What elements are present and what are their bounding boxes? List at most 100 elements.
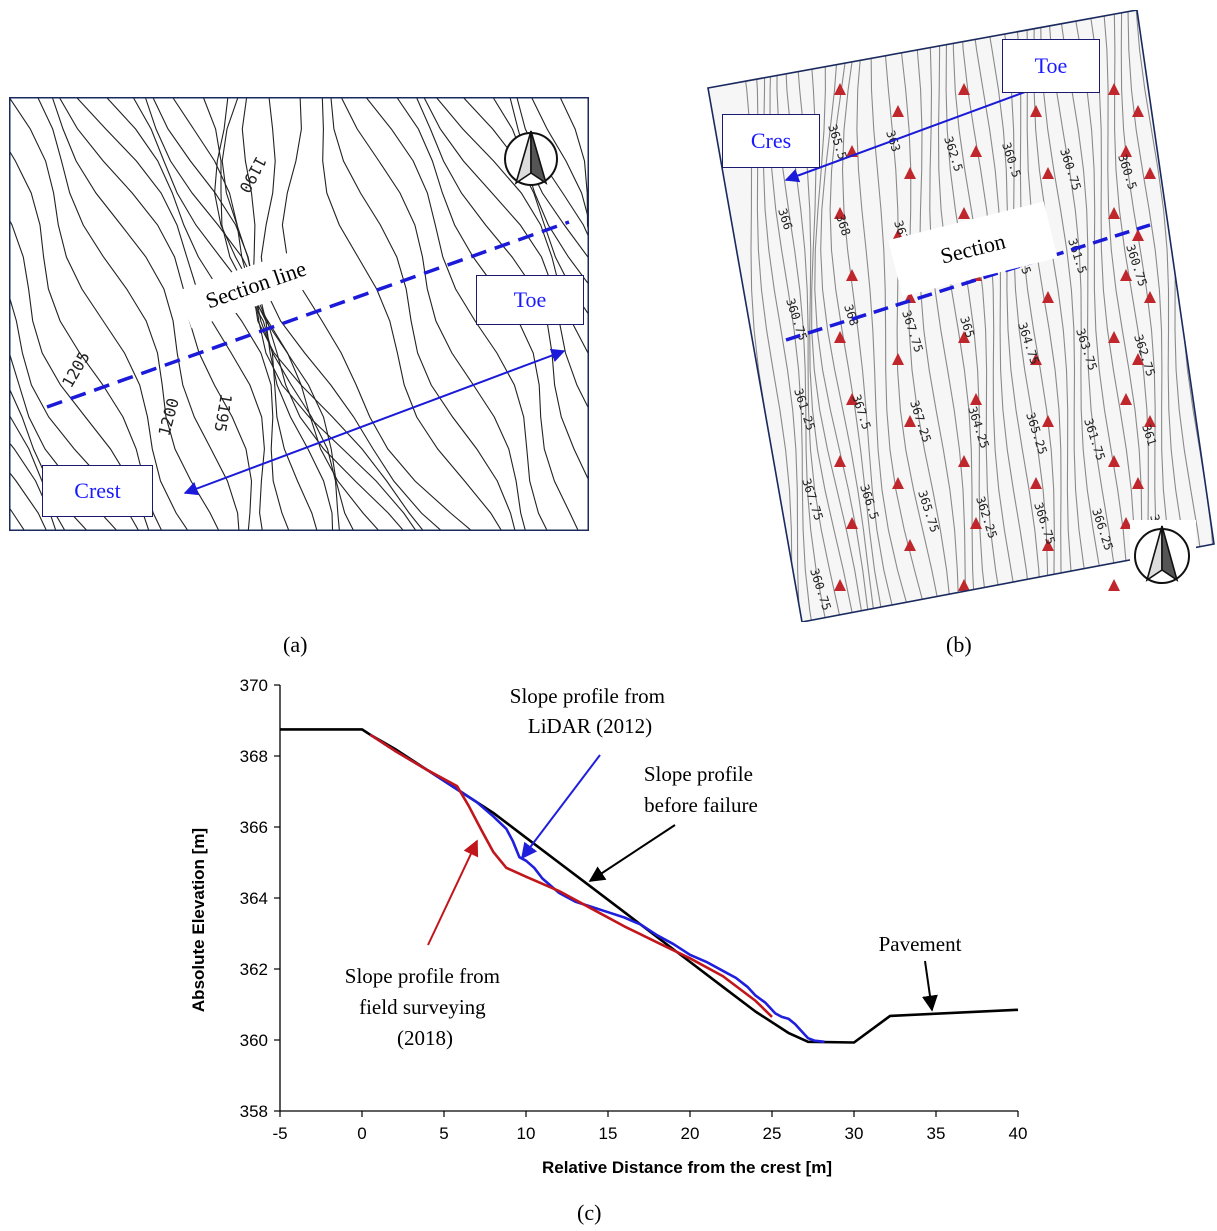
survey-marker [904, 415, 916, 427]
annotation-before-line1: Slope profile [644, 762, 753, 786]
survey-marker [1108, 83, 1120, 95]
survey-marker [1120, 145, 1132, 157]
survey-marker [846, 393, 858, 405]
contour-line [530, 97, 589, 223]
survey-marker [1144, 415, 1156, 427]
panel-c-chart: -5 0 5 10 15 20 25 30 35 40 358 360 362 364 366 368 370 … [170, 665, 1050, 1205]
survey-marker [1120, 517, 1132, 529]
series-line-1 [369, 733, 825, 1044]
annotation-arrow-field-surveying [427, 839, 479, 946]
panel-a-map: 1190 1205 1200 1195 Section line Toe Cre… [9, 97, 589, 531]
panel-a-toe-label: Toe [476, 275, 584, 325]
survey-marker [1108, 207, 1120, 219]
annotation-field-line2: field surveying [359, 995, 486, 1019]
y-tick-label: 362 [240, 960, 268, 979]
x-tick-label: 25 [763, 1124, 782, 1143]
contour-label: 361 [1139, 423, 1159, 448]
y-tick-label: 364 [240, 889, 268, 908]
contour-line [9, 97, 189, 531]
survey-marker [1120, 269, 1132, 281]
survey-marker [970, 517, 982, 529]
contour-line [9, 414, 66, 531]
survey-marker [1120, 393, 1132, 405]
panel-b-section-line [785, 223, 1151, 342]
survey-marker [1108, 331, 1120, 343]
contour-line [1059, 10, 1122, 622]
survey-marker [970, 393, 982, 405]
panel-b-contour-map: 363.5365.5363362.5360.5360.75360.5366368… [707, 9, 1215, 623]
survey-marker [1042, 539, 1054, 551]
annotation-field-surveying: Slope profile from field surveying (2018… [345, 964, 505, 1050]
survey-marker [1132, 477, 1144, 489]
survey-marker [904, 539, 916, 551]
survey-marker [834, 455, 846, 467]
y-tick-label: 368 [240, 747, 268, 766]
annotation-lidar-line2: LiDAR (2012) [528, 714, 652, 738]
annotation-before-failure: Slope profile before failure [644, 762, 758, 817]
panel-b-crest-toe-arrow [784, 79, 1054, 183]
contour-line [9, 441, 57, 531]
y-tick-label: 358 [240, 1102, 268, 1121]
annotation-arrow-pavement [922, 960, 938, 1012]
panel-a-section-line [46, 220, 570, 409]
survey-marker [1132, 105, 1144, 117]
contour-line [9, 506, 26, 531]
panel-a-contour-map: 1190 1205 1200 1195 [9, 97, 589, 531]
elevation-profile-chart: -5 0 5 10 15 20 25 30 35 40358360362364366368370 … [189, 676, 1028, 1177]
y-tick-label: 366 [240, 818, 268, 837]
contour-line [559, 97, 589, 239]
survey-marker [1042, 291, 1054, 303]
survey-marker [892, 353, 904, 365]
annotation-before-line2: before failure [644, 793, 758, 817]
survey-marker [958, 331, 970, 343]
survey-marker [1108, 455, 1120, 467]
survey-marker [1030, 353, 1042, 365]
survey-marker [892, 477, 904, 489]
survey-marker [846, 269, 858, 281]
annotation-arrow-lidar [521, 754, 601, 860]
x-tick-label: 40 [1009, 1124, 1028, 1143]
contour-line [1073, 10, 1129, 622]
series-line-2 [369, 733, 773, 1018]
annotation-field-line3: (2018) [397, 1026, 453, 1050]
annotation-lidar-line1: Slope profile from [510, 684, 665, 708]
contour-label: 368 [833, 213, 853, 238]
panel-a-contour-label: 1205 [58, 348, 94, 391]
contour-label: 368 [841, 303, 861, 328]
contour-label: 366 [775, 207, 795, 232]
x-tick-label: -5 [272, 1124, 287, 1143]
panel-b-map: 363.5365.5363362.5360.5360.75360.5366368… [700, 9, 1216, 623]
panel-a-contour-label: 1200 [155, 396, 183, 438]
contour-line [144, 97, 334, 531]
survey-marker [834, 331, 846, 343]
annotation-arrow-before-failure [588, 824, 676, 882]
contour-line [214, 97, 405, 531]
y-axis-title: Absolute Elevation [m] [189, 828, 208, 1012]
panel-a-contour-label: 1195 [210, 392, 235, 433]
annotation-lidar: Slope profile from LiDAR (2012) [510, 684, 670, 738]
survey-marker [1132, 229, 1144, 241]
x-tick-label: 35 [927, 1124, 946, 1143]
survey-marker [1108, 579, 1120, 591]
north-arrow-icon [504, 130, 558, 186]
contour-label: 365 [957, 315, 977, 340]
y-tick-label: 370 [240, 676, 268, 695]
panel-a-caption: (a) [283, 632, 308, 657]
survey-marker [834, 579, 846, 591]
x-tick-label: 15 [599, 1124, 618, 1143]
y-tick-label: 360 [240, 1031, 268, 1050]
panel-b-toe-label: Toe [1002, 39, 1100, 93]
x-tick-label: 20 [681, 1124, 700, 1143]
survey-marker [958, 579, 970, 591]
panel-b-caption: (b) [946, 632, 972, 657]
x-tick-label: 0 [357, 1124, 366, 1143]
x-tick-label: 5 [439, 1124, 448, 1143]
x-axis-title: Relative Distance from the crest [m] [542, 1158, 832, 1177]
x-tick-label: 10 [517, 1124, 536, 1143]
north-arrow-icon [1130, 520, 1196, 586]
survey-marker [1144, 291, 1156, 303]
survey-marker [1042, 415, 1054, 427]
panel-c-caption: (c) [577, 1200, 602, 1225]
survey-marker [1132, 353, 1144, 365]
panel-a-crest-toe-arrow [183, 348, 566, 496]
